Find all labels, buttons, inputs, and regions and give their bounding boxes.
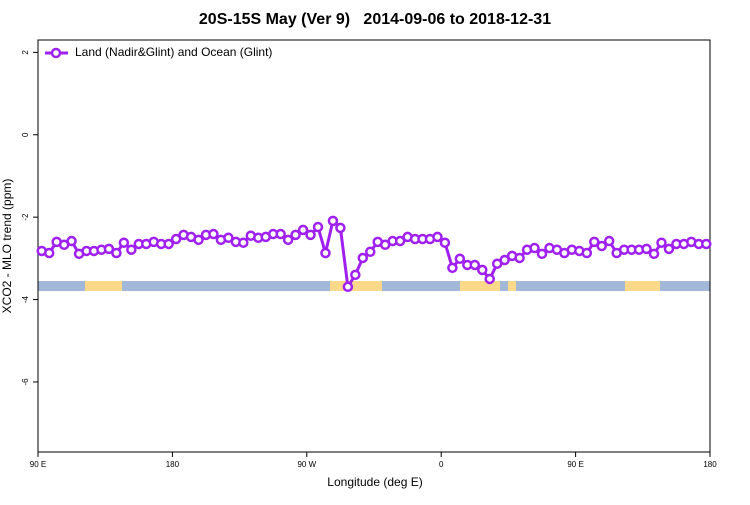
point (432, 231, 443, 243)
point (589, 236, 600, 248)
x-axis-label: Longitude (deg E) (327, 475, 422, 489)
point (66, 235, 77, 247)
point (536, 248, 548, 260)
point (223, 232, 234, 244)
point (297, 224, 309, 236)
x-tick-label: 90 W (297, 460, 316, 469)
point (603, 235, 615, 247)
y-tick-label: -6 (21, 378, 30, 386)
point (357, 252, 369, 264)
point (170, 233, 182, 245)
point (193, 234, 204, 246)
point (163, 238, 174, 250)
point (335, 222, 346, 234)
y-tick-label: -4 (21, 295, 30, 303)
point (290, 229, 301, 241)
x-tick-label: 90 E (30, 460, 46, 469)
point (111, 247, 122, 259)
land-segment (508, 281, 516, 291)
point (484, 273, 495, 285)
point (581, 247, 593, 259)
point (454, 253, 466, 265)
point (663, 243, 675, 255)
point (439, 237, 451, 248)
point (43, 247, 55, 259)
y-axis-label: XCO2 - MLO trend (ppm) (0, 179, 14, 314)
y-tick-label: -2 (21, 213, 30, 221)
point (208, 228, 219, 240)
point (365, 246, 376, 258)
point (529, 242, 540, 254)
x-tick-label: 180 (703, 460, 717, 469)
y-tick-label: 2 (21, 50, 30, 55)
x-tick-label: 90 E (567, 460, 583, 469)
point (275, 228, 286, 240)
point (514, 252, 525, 264)
point (701, 238, 712, 250)
point (648, 248, 660, 260)
land-segment (330, 281, 382, 291)
point (641, 243, 652, 255)
land-segment (460, 281, 500, 291)
surface-band (38, 281, 710, 291)
point (342, 281, 354, 293)
point (327, 215, 339, 227)
point (350, 269, 361, 281)
point (499, 254, 510, 266)
point (312, 221, 324, 233)
point (469, 259, 481, 271)
point (320, 247, 331, 259)
point (118, 237, 130, 248)
point (238, 237, 249, 248)
point (305, 229, 316, 241)
legend-label: Land (Nadir&Glint) and Ocean (Glint) (75, 45, 272, 59)
chart-title: 20S-15S May (Ver 9) 2014-09-06 to 2018-1… (199, 11, 551, 28)
x-tick-label: 0 (439, 460, 444, 469)
point (447, 262, 458, 274)
point (126, 244, 137, 255)
point (656, 237, 667, 248)
legend-marker (50, 47, 62, 59)
land-segment (85, 281, 122, 291)
point (282, 234, 294, 246)
x-tick-label: 180 (166, 460, 180, 469)
point (103, 243, 115, 255)
land-segment (625, 281, 660, 291)
y-tick-label: 0 (21, 132, 30, 137)
point (394, 235, 406, 247)
point (596, 240, 607, 252)
point (477, 264, 488, 276)
